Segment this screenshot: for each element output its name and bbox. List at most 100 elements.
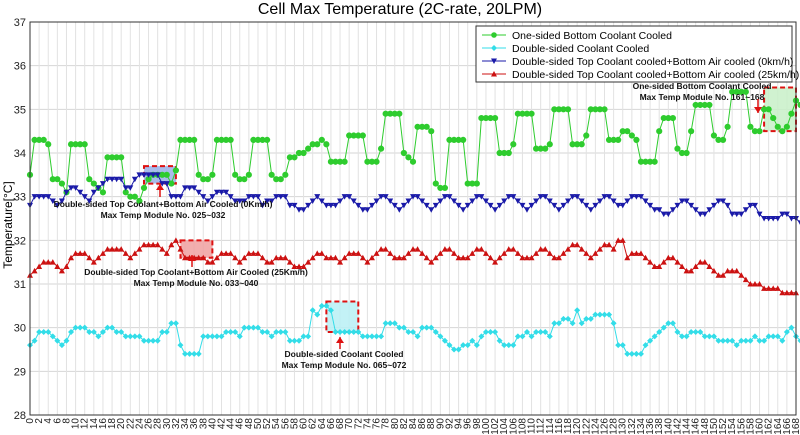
data-point — [533, 329, 540, 336]
data-point — [359, 132, 366, 139]
data-point — [546, 198, 553, 205]
data-point — [583, 315, 590, 322]
data-point — [209, 171, 216, 178]
x-tick-label: 72 — [353, 418, 364, 430]
data-point — [172, 194, 179, 200]
data-point — [446, 246, 453, 252]
data-point — [688, 128, 695, 135]
data-point — [382, 320, 389, 327]
data-point — [478, 246, 485, 252]
data-point — [373, 250, 380, 256]
data-point — [364, 259, 371, 265]
data-point — [688, 267, 695, 274]
data-point — [615, 136, 622, 143]
data-point — [656, 128, 663, 135]
data-point — [619, 202, 626, 209]
data-point — [236, 333, 243, 340]
data-point — [40, 259, 47, 265]
data-point — [738, 337, 745, 344]
data-point — [227, 250, 234, 256]
data-point — [783, 211, 790, 218]
data-point — [451, 250, 458, 256]
data-point — [305, 259, 312, 265]
data-point — [628, 250, 635, 256]
legend-entry-3: Double-sided Top Coolant cooled+Bottom A… — [482, 56, 793, 68]
data-point — [414, 194, 421, 200]
data-point — [286, 202, 293, 209]
data-point — [99, 181, 106, 187]
data-point — [31, 194, 38, 200]
data-point — [150, 337, 157, 344]
data-point — [546, 141, 553, 148]
data-point — [273, 329, 280, 336]
data-point — [610, 320, 617, 327]
data-point — [729, 337, 736, 344]
data-point — [364, 333, 371, 340]
data-point — [555, 207, 562, 213]
data-point — [254, 324, 261, 331]
data-point — [419, 198, 426, 205]
data-point — [309, 198, 316, 205]
data-point — [104, 246, 111, 252]
data-point — [501, 342, 508, 349]
x-tick-label: 12 — [80, 418, 91, 430]
data-point — [441, 246, 448, 252]
data-point — [127, 185, 134, 191]
data-point — [250, 194, 257, 200]
data-point — [245, 194, 252, 200]
data-point — [118, 329, 125, 336]
ann-25kmh-label: Double-sided Top Coolant+Bottom Air Cool… — [84, 267, 308, 277]
data-point — [674, 259, 681, 265]
data-point — [323, 202, 330, 209]
x-tick-label: 46 — [235, 418, 246, 430]
data-point — [587, 315, 594, 322]
data-point — [163, 329, 170, 336]
data-point — [36, 263, 43, 270]
data-point — [674, 329, 681, 336]
data-point — [683, 333, 690, 340]
data-point — [715, 198, 722, 205]
data-point — [624, 128, 631, 135]
data-point — [186, 185, 193, 191]
data-point — [742, 276, 749, 283]
data-point — [624, 254, 631, 261]
data-point — [200, 333, 207, 340]
data-point — [300, 149, 307, 157]
data-point — [104, 176, 111, 183]
data-point — [36, 329, 43, 336]
data-point — [223, 250, 230, 256]
data-point — [86, 254, 93, 261]
x-tick-label: 6 — [52, 418, 63, 424]
data-point — [241, 198, 248, 205]
data-point — [770, 333, 777, 340]
data-point — [679, 333, 686, 340]
data-point — [628, 350, 635, 357]
data-point — [268, 171, 275, 178]
data-point — [587, 207, 594, 213]
x-tick-label: 160 — [755, 418, 766, 435]
y-axis-label: Temperature[°C] — [1, 181, 15, 269]
ann-0kmh-label: Double-sided Top Coolant+Bottom Air Cool… — [54, 199, 273, 209]
data-point — [578, 198, 585, 205]
x-tick-label: 64 — [317, 418, 328, 430]
data-point — [592, 202, 599, 209]
data-point — [724, 123, 731, 130]
data-point — [36, 194, 43, 200]
data-point — [81, 141, 88, 148]
data-point — [86, 329, 93, 336]
x-tick-label: 94 — [454, 418, 465, 430]
data-point — [314, 311, 321, 318]
data-point — [323, 302, 330, 309]
data-point — [565, 315, 572, 322]
data-point — [364, 207, 371, 213]
data-point — [492, 207, 499, 213]
data-point — [346, 194, 353, 200]
data-point — [309, 254, 316, 261]
data-point — [501, 198, 508, 205]
data-point — [514, 333, 521, 340]
data-point — [596, 198, 603, 205]
y-tick-label: 34 — [14, 148, 26, 160]
data-point — [451, 346, 458, 353]
data-point — [323, 254, 330, 261]
data-point — [779, 128, 786, 135]
